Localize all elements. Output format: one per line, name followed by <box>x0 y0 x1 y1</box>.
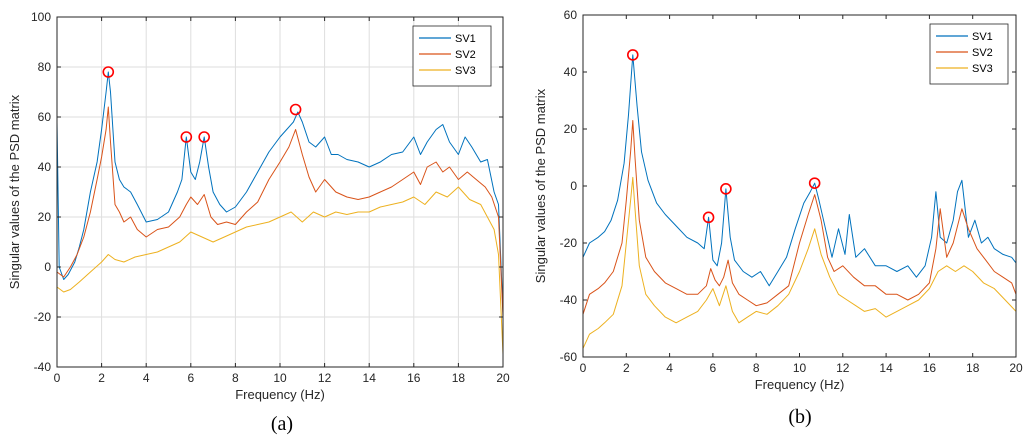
legend-label: SV1 <box>455 33 476 45</box>
peak-marker <box>102 66 115 78</box>
x-tick-label: 8 <box>753 361 760 375</box>
series-line-sv3 <box>582 176 1017 349</box>
y-tick-label: 60 <box>564 8 578 22</box>
y-axis-label: Singular values of the PSD matrix <box>7 94 22 289</box>
x-tick-label: 16 <box>407 371 421 385</box>
x-tick-label: 18 <box>966 361 980 375</box>
legend-box <box>929 23 1009 85</box>
series-line-sv2 <box>582 120 1017 315</box>
x-tick-label: 12 <box>318 371 332 385</box>
legend-label: SV3 <box>972 63 993 75</box>
panel-label: (a) <box>271 413 293 435</box>
series-line-sv2 <box>56 106 504 318</box>
y-tick-label: 60 <box>38 110 52 124</box>
legend: SV1 SV2 SV3 <box>929 23 1009 85</box>
x-tick-label: 18 <box>452 371 466 385</box>
x-tick-label: 20 <box>1009 361 1023 375</box>
y-tick-label: 0 <box>44 260 51 274</box>
series-line-sv1 <box>56 71 504 313</box>
series-line-sv1 <box>582 54 1017 287</box>
x-tick-label: 4 <box>666 361 673 375</box>
x-tick-label: 10 <box>273 371 287 385</box>
y-tick-label: 40 <box>564 65 578 79</box>
peak-marker <box>626 49 639 61</box>
x-tick-label: 8 <box>232 371 239 385</box>
x-tick-label: 14 <box>879 361 893 375</box>
legend-box <box>412 25 492 87</box>
x-tick-label: 20 <box>496 371 510 385</box>
peak-marker <box>289 103 302 116</box>
peak-marker <box>702 211 715 224</box>
x-tick-label: 6 <box>710 361 717 375</box>
peak-marker <box>720 183 732 195</box>
x-tick-label: 4 <box>143 371 150 385</box>
y-tick-label: -60 <box>560 350 578 364</box>
series-line-sv3 <box>56 186 504 355</box>
y-axis-label: Singular values of the PSD matrix <box>533 88 548 283</box>
x-tick-label: 2 <box>623 361 630 375</box>
y-tick-label: -40 <box>34 360 52 374</box>
x-tick-label: 14 <box>363 371 377 385</box>
y-tick-label: 0 <box>570 179 577 193</box>
y-tick-label: 80 <box>38 60 52 74</box>
peak-marker <box>180 131 193 143</box>
legend-label: SV2 <box>972 47 993 59</box>
y-tick-label: 100 <box>31 10 51 24</box>
legend-label: SV2 <box>455 49 476 61</box>
x-tick-label: 6 <box>187 371 194 385</box>
y-tick-label: -40 <box>560 293 578 307</box>
x-axis-label: Frequency (Hz) <box>235 387 325 402</box>
x-tick-label: 0 <box>54 371 61 385</box>
peak-marker <box>198 131 210 143</box>
x-tick-label: 10 <box>793 361 807 375</box>
legend: SV1 SV2 SV3 <box>412 25 492 87</box>
panel-label: (b) <box>788 406 811 428</box>
y-tick-label: 20 <box>38 210 52 224</box>
x-tick-label: 2 <box>98 371 105 385</box>
peak-marker <box>808 177 821 189</box>
legend-label: SV1 <box>972 31 993 43</box>
legend-label: SV3 <box>455 65 476 77</box>
y-tick-label: 20 <box>564 122 578 136</box>
chart-panel: 0 2 4 6 8 10 12 14 16 18 20 -40 -20 0 20 40 60 80 100 Frequ… <box>7 10 510 435</box>
x-tick-label: 16 <box>923 361 937 375</box>
y-tick-label: 40 <box>38 160 52 174</box>
y-tick-label: -20 <box>34 310 52 324</box>
chart-panel: 0 2 4 6 8 10 12 14 16 18 20 -60 -40 -20 0 20 40 60 Frequen… <box>533 8 1023 428</box>
y-tick-label: -20 <box>560 236 578 250</box>
x-tick-label: 0 <box>580 361 587 375</box>
x-axis-label: Frequency (Hz) <box>755 377 845 392</box>
x-tick-label: 12 <box>836 361 850 375</box>
